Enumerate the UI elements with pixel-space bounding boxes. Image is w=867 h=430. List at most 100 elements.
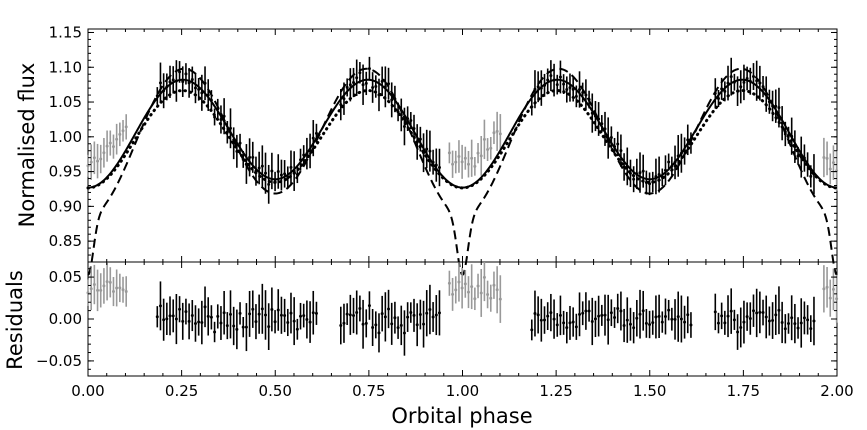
residual-point <box>568 321 572 325</box>
residual-point <box>222 311 226 315</box>
residual-point <box>689 323 693 327</box>
residual-point <box>213 330 217 334</box>
flux-point <box>92 156 96 160</box>
flux-point <box>619 149 623 153</box>
residual-point <box>597 314 601 318</box>
residual-point <box>355 310 359 314</box>
residual-point <box>260 307 264 311</box>
flux-point <box>463 156 467 160</box>
residuals-panel: 0.00 0.25 0.50 0.75 1.00 1.25 1.50 1.75 2.00 −0.0… <box>3 261 854 428</box>
residual-point <box>428 308 432 312</box>
flux-point <box>777 106 781 110</box>
residual-point <box>673 317 677 321</box>
flux-point <box>184 72 188 76</box>
flux-point <box>437 165 441 169</box>
residual-point <box>628 322 632 326</box>
residual-point <box>482 275 486 279</box>
residual-point <box>600 313 604 317</box>
flux-point <box>831 161 835 165</box>
residual-point <box>225 324 229 328</box>
flux-point <box>409 119 413 123</box>
flux-point <box>171 78 175 82</box>
x-tick-label: 1.00 <box>446 382 479 400</box>
residual-point <box>831 287 835 291</box>
residual-point <box>571 320 575 324</box>
residual-point <box>311 311 315 315</box>
x-axis-label: Orbital phase <box>391 404 532 428</box>
flux-point <box>486 148 490 152</box>
residual-point <box>302 314 306 318</box>
residual-point <box>377 331 381 335</box>
residual-point <box>683 320 687 324</box>
residual-point <box>96 288 100 292</box>
flux-point <box>476 151 480 155</box>
residual-point <box>406 315 410 319</box>
residual-point <box>578 312 582 316</box>
residual-point <box>613 316 617 320</box>
residual-point <box>549 311 553 315</box>
flux-point <box>641 169 645 173</box>
flux-point <box>568 86 572 90</box>
residual-point <box>425 311 429 315</box>
residual-point <box>190 314 194 318</box>
flux-point <box>108 141 112 145</box>
flux-point <box>283 172 287 176</box>
y-tick-label: 0.95 <box>49 163 82 181</box>
flux-point <box>638 171 642 175</box>
residual-point <box>723 321 727 325</box>
flux-point <box>193 86 197 90</box>
flux-point <box>361 83 365 87</box>
x-tick-label: 2.00 <box>820 382 853 400</box>
residual-point <box>657 314 661 318</box>
flux-point <box>374 85 378 89</box>
residual-point <box>774 313 778 317</box>
residual-point <box>197 320 201 324</box>
residual-point <box>308 320 312 324</box>
flux-point <box>314 131 318 135</box>
residual-point <box>751 309 755 313</box>
residual-point <box>726 314 730 318</box>
residual-point <box>761 311 765 315</box>
residual-point <box>486 292 490 296</box>
residual-point <box>399 323 403 327</box>
x-tick-label: 1.75 <box>727 382 760 400</box>
flux-point <box>371 86 375 90</box>
residual-point <box>412 313 416 317</box>
flux-point <box>89 160 93 164</box>
residuals-ticks: 0.00 0.25 0.50 0.75 1.00 1.25 1.50 1.75 2.00 −0.0… <box>36 262 854 400</box>
residual-point <box>348 313 352 317</box>
residual-point <box>371 326 375 330</box>
model-curve-dotted <box>86 89 839 190</box>
residual-point <box>184 310 188 314</box>
flux-point <box>495 129 499 133</box>
residual-point <box>228 312 232 316</box>
residual-point <box>473 297 477 301</box>
flux-point <box>616 142 620 146</box>
flux-point <box>264 171 268 175</box>
flux-point <box>168 80 172 84</box>
flux-point <box>549 74 553 78</box>
flux-point <box>574 94 578 98</box>
residual-point <box>415 323 419 327</box>
residual-point <box>742 320 746 324</box>
residual-point <box>667 308 671 312</box>
residual-point <box>251 307 255 311</box>
residual-point <box>434 313 438 317</box>
flux-point <box>489 146 493 150</box>
residual-point <box>209 315 213 319</box>
residual-point <box>539 318 543 322</box>
residual-point <box>270 307 274 311</box>
flux-point <box>178 70 182 74</box>
flux-point <box>739 85 743 89</box>
y-tick-label: 1.15 <box>49 23 82 41</box>
flux-point <box>761 85 765 89</box>
residual-point <box>244 325 248 329</box>
flux-point <box>460 160 464 164</box>
residual-point <box>533 312 537 316</box>
residual-point <box>780 320 784 324</box>
residual-point <box>409 311 413 315</box>
flux-point <box>558 75 562 79</box>
residual-point <box>809 327 813 331</box>
residual-point <box>635 316 639 320</box>
residual-point <box>489 296 493 300</box>
